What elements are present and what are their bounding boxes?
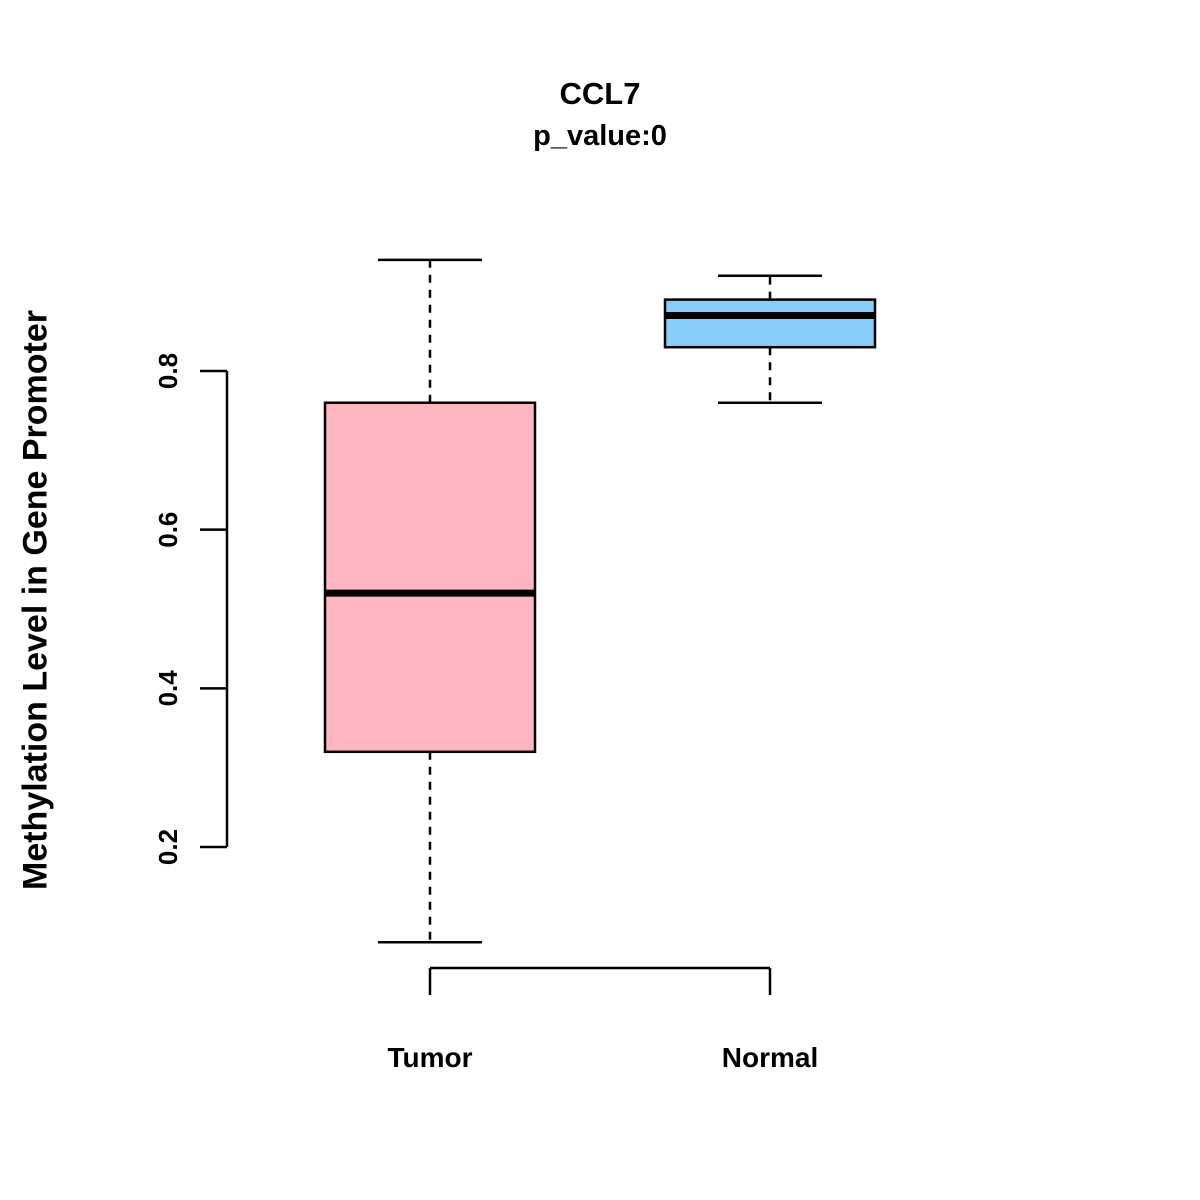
- svg-text:0.6: 0.6: [153, 512, 183, 548]
- y-axis-title: Methylation Level in Gene Promoter: [16, 309, 55, 891]
- x-category-label-normal: Normal: [721, 1042, 819, 1073]
- chart-subtitle: p_value:0: [533, 120, 667, 152]
- svg-text:0.8: 0.8: [153, 353, 183, 389]
- chart-title: CCL7: [559, 76, 641, 111]
- svg-text:0.4: 0.4: [153, 670, 183, 707]
- svg-text:0.2: 0.2: [153, 829, 183, 865]
- x-category-label-tumor: Tumor: [387, 1042, 473, 1073]
